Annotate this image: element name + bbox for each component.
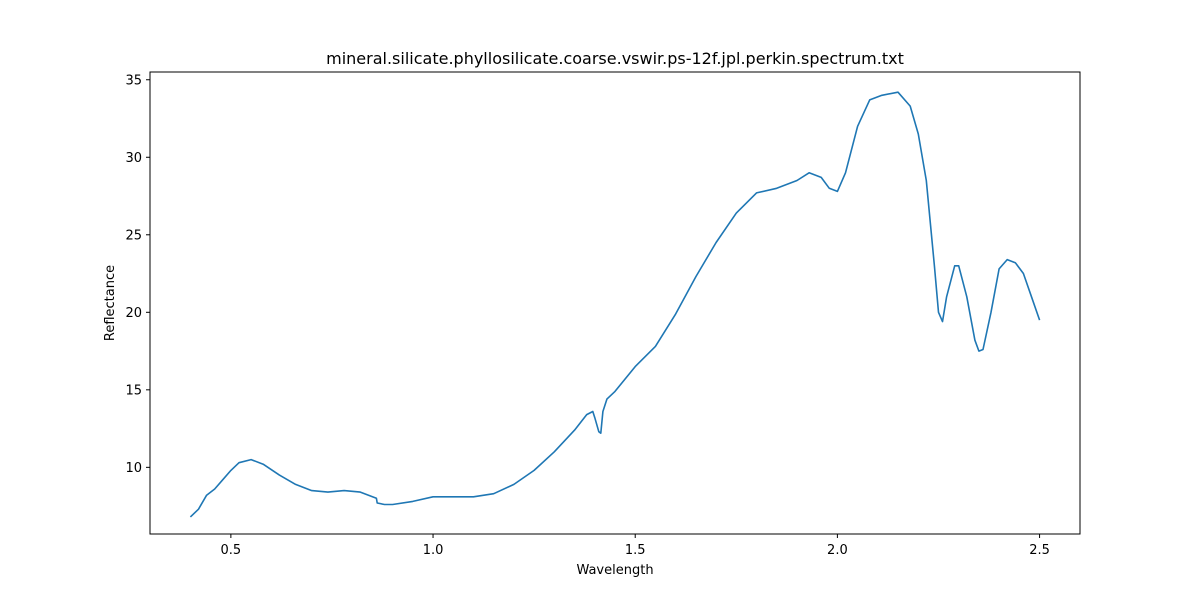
y-tick-label: 15: [125, 383, 142, 398]
y-tick-label: 10: [125, 461, 142, 476]
x-tick-label: 2.0: [827, 543, 848, 558]
x-tick-label: 1.5: [625, 543, 646, 558]
x-tick-label: 2.5: [1029, 543, 1050, 558]
y-tick-label: 30: [125, 151, 142, 166]
x-tick-label: 0.5: [221, 543, 242, 558]
x-axis-label: Wavelength: [576, 563, 653, 578]
y-axis-label: Reflectance: [103, 265, 118, 341]
chart-title: mineral.silicate.phyllosilicate.coarse.v…: [326, 49, 904, 68]
x-tick-label: 1.0: [423, 543, 444, 558]
series-line-0: [189, 91, 1041, 518]
y-tick-label: 35: [125, 73, 142, 88]
y-tick-label: 20: [125, 306, 142, 321]
plot-frame: [149, 71, 1081, 535]
y-tick-label: 25: [125, 228, 142, 243]
